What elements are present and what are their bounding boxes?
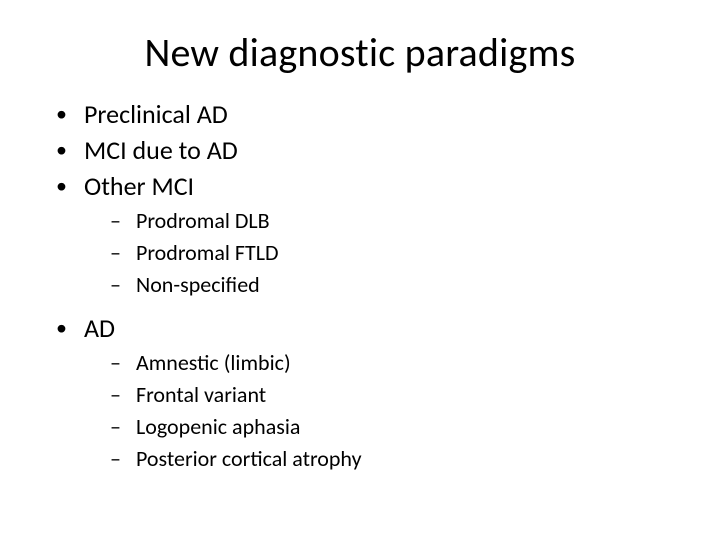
dash-icon: –: [110, 381, 136, 408]
dash-icon: –: [110, 271, 136, 298]
list-item: • Other MCI: [56, 171, 672, 201]
slide: New diagnostic paradigms • Preclinical A…: [0, 0, 720, 540]
list-item: • Preclinical AD: [56, 99, 672, 129]
list-item: – Logopenic aphasia: [110, 413, 672, 440]
list-item: – Posterior cortical atrophy: [110, 445, 672, 472]
dash-icon: –: [110, 445, 136, 472]
list-item: – Non-specified: [110, 271, 672, 298]
list-item: – Prodromal DLB: [110, 207, 672, 234]
list-item: • AD: [56, 313, 672, 343]
list-item: • MCI due to AD: [56, 135, 672, 165]
bullet-icon: •: [56, 135, 84, 165]
bullet-icon: •: [56, 313, 84, 343]
dash-icon: –: [110, 239, 136, 266]
list-item: – Frontal variant: [110, 381, 672, 408]
bullet-icon: •: [56, 171, 84, 201]
list-item-label: Other MCI: [84, 171, 194, 201]
list-item-label: MCI due to AD: [84, 135, 238, 165]
dash-icon: –: [110, 207, 136, 234]
list-item-label: Prodromal DLB: [136, 207, 270, 234]
list-item-label: Amnestic (limbic): [136, 349, 291, 376]
list-item: – Amnestic (limbic): [110, 349, 672, 376]
list-item-label: Non-specified: [136, 271, 260, 298]
bullet-icon: •: [56, 99, 84, 129]
list-item-label: Frontal variant: [136, 381, 266, 408]
dash-icon: –: [110, 349, 136, 376]
list-item-label: Posterior cortical atrophy: [136, 445, 362, 472]
list-item-label: Preclinical AD: [84, 99, 228, 129]
list-item-label: AD: [84, 313, 115, 343]
list-item-label: Logopenic aphasia: [136, 413, 300, 440]
slide-title: New diagnostic paradigms: [48, 28, 672, 77]
dash-icon: –: [110, 413, 136, 440]
list-item-label: Prodromal FTLD: [136, 239, 279, 266]
list-item: – Prodromal FTLD: [110, 239, 672, 266]
